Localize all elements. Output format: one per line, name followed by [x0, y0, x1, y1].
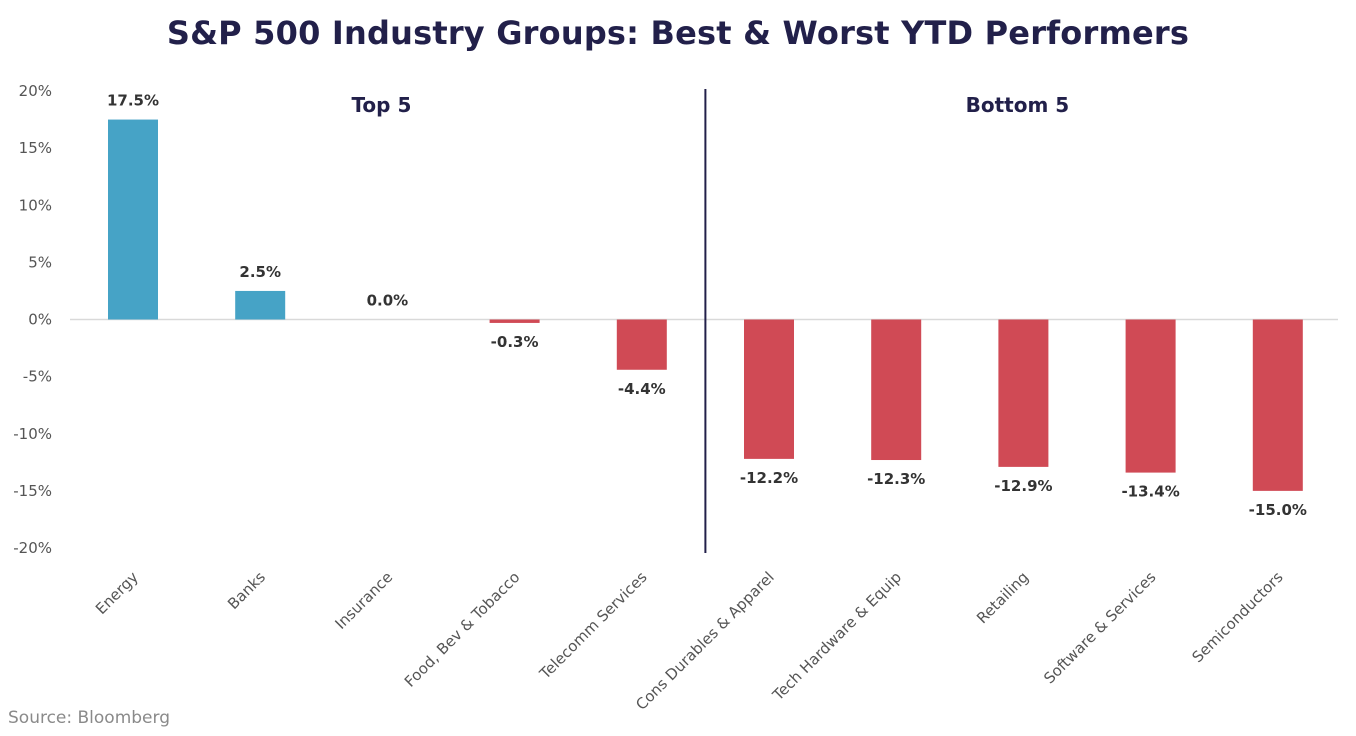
- data-label: 2.5%: [239, 263, 281, 281]
- y-tick-label: 15%: [19, 139, 52, 157]
- bar: [108, 119, 158, 320]
- x-category-label: Telecomm Services: [535, 568, 650, 683]
- y-tick-label: 10%: [19, 196, 52, 214]
- section-label-bottom: Bottom 5: [966, 93, 1070, 117]
- bar: [1125, 319, 1176, 473]
- data-label: -13.4%: [1121, 483, 1179, 501]
- data-label: -0.3%: [491, 333, 539, 351]
- bars: [108, 119, 1303, 491]
- x-category-label: Semiconductors: [1188, 568, 1286, 666]
- y-tick-label: 5%: [28, 253, 52, 271]
- section-label-top: Top 5: [351, 93, 411, 117]
- bar: [744, 319, 794, 459]
- y-tick-label: 0%: [28, 311, 52, 329]
- x-category-label: Software & Services: [1040, 568, 1159, 687]
- chart-title: S&P 500 Industry Groups: Best & Worst YT…: [166, 14, 1190, 52]
- data-label: -12.3%: [867, 470, 925, 488]
- bar: [235, 290, 286, 320]
- data-labels: 17.5% 2.5% 0.0% -0.3% -4.4% -12.2% -12.3% -12.9…: [107, 92, 1307, 519]
- source-note: Source: Bloomberg: [8, 708, 170, 728]
- data-label: -12.2%: [740, 469, 798, 487]
- data-label: 0.0%: [367, 292, 409, 310]
- x-category-label: Banks: [224, 568, 269, 613]
- y-tick-label: 20%: [19, 82, 52, 100]
- x-category-label: Cons Durables & Apparel: [632, 568, 778, 714]
- y-tick-label: -5%: [23, 368, 52, 386]
- x-category-label: Tech Hardware & Equip: [768, 568, 905, 705]
- data-label: 17.5%: [107, 92, 159, 110]
- bar: [998, 319, 1049, 467]
- x-category-label: Retailing: [973, 568, 1032, 627]
- y-tick-label: -20%: [13, 539, 52, 557]
- bar: [489, 319, 540, 323]
- data-label: -15.0%: [1249, 501, 1307, 519]
- y-axis: 20% 15% 10% 5% 0% -5% -10% -15% -20%: [13, 82, 52, 557]
- x-axis-categories: Energy Banks Insurance Food, Bev & Tobacco T…: [92, 568, 1287, 714]
- y-tick-label: -15%: [13, 482, 52, 500]
- data-label: -12.9%: [994, 477, 1052, 495]
- y-tick-label: -10%: [13, 425, 52, 443]
- bar: [616, 319, 667, 370]
- bar: [871, 319, 922, 461]
- bar: [1252, 319, 1303, 491]
- x-category-label: Energy: [92, 568, 142, 618]
- x-category-label: Food, Bev & Tobacco: [401, 568, 524, 691]
- data-label: -4.4%: [618, 380, 666, 398]
- x-category-label: Insurance: [331, 568, 396, 633]
